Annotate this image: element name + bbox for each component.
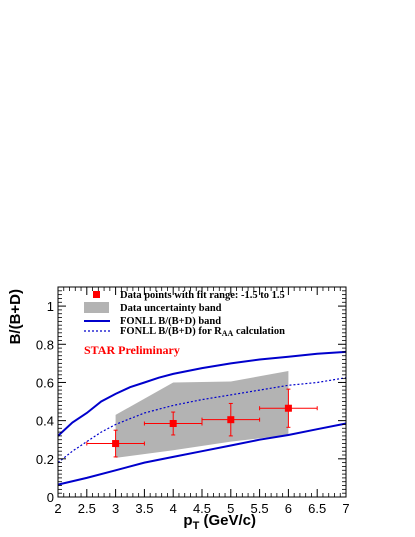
y-axis-title: B/(B+D) <box>7 289 24 344</box>
x-tick-label: 7 <box>342 501 349 516</box>
x-tick-label: 3.5 <box>135 501 153 516</box>
legend-label-fonll-band: FONLL B/(B+D) band <box>120 316 221 327</box>
legend-label-band: Data uncertainty band <box>120 303 222 314</box>
fonll-band-upper-curve <box>57 350 347 437</box>
data-point-3 <box>201 402 261 437</box>
fonll-band-lower-curve <box>57 422 347 486</box>
data-point-marker <box>227 416 235 424</box>
legend: Data points with fit range: -1.5 to 1.5 … <box>84 290 285 338</box>
fonll-curve-layer <box>57 350 347 486</box>
data-point-4 <box>259 388 318 428</box>
data-point-2 <box>143 411 203 436</box>
x-tick-label: 4.5 <box>193 501 211 516</box>
legend-marker-points <box>93 291 100 298</box>
x-tick-label: 3 <box>112 501 119 516</box>
x-axis-title: pT (GeV/c) <box>183 512 256 532</box>
legend-label-fonll-raa-sub: AA <box>222 329 234 338</box>
y-tick-label: 0.6 <box>36 375 54 390</box>
legend-label-fonll-raa: FONLL B/(B+D) for RAA calculation <box>120 326 285 338</box>
y-axis-ticks: 0 0.2 0.4 0.6 0.8 1 <box>36 286 346 505</box>
x-tick-label: 2.5 <box>78 501 96 516</box>
uncertainty-band-layer <box>115 371 289 458</box>
legend-label-points: Data points with fit range: -1.5 to 1.5 <box>120 290 285 301</box>
x-tick-label: 5.5 <box>251 501 269 516</box>
y-tick-label: 0.8 <box>36 337 54 352</box>
data-point-marker <box>169 420 177 427</box>
y-tick-label: 0.4 <box>36 414 54 429</box>
x-axis-title-sub: T <box>193 520 200 532</box>
x-tick-label: 6.5 <box>308 501 326 516</box>
legend-swatch-band <box>84 302 109 313</box>
fonll-raa-curve <box>57 377 347 464</box>
legend-label-fonll-raa-main: FONLL B/(B+D) for R <box>120 326 222 337</box>
data-point-marker <box>112 440 120 448</box>
y-tick-label: 0.2 <box>36 452 54 467</box>
x-axis-ticks: 2 2.5 3 3.5 4 4.5 5 5.5 6 6.5 7 <box>54 287 350 516</box>
x-tick-label: 2 <box>54 501 61 516</box>
x-axis-title-unit: (GeV/c) <box>199 512 256 529</box>
legend-label-fonll-raa-end: calculation <box>233 326 285 337</box>
x-tick-label: 6 <box>285 501 292 516</box>
data-points-layer <box>86 388 318 458</box>
y-tick-label: 1 <box>47 299 54 314</box>
star-preliminary-annotation: STAR Preliminary <box>84 343 180 357</box>
data-uncertainty-band <box>115 371 289 458</box>
y-tick-label: 0 <box>47 490 54 505</box>
x-tick-label: 5 <box>227 501 234 516</box>
x-axis-title-main: p <box>183 512 192 529</box>
data-point-marker <box>284 404 292 412</box>
data-point-1 <box>86 429 145 458</box>
x-tick-label: 4 <box>170 501 177 516</box>
